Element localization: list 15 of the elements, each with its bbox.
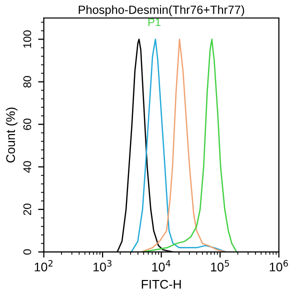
x-tick-label: 10$^{3}$ — [94, 260, 112, 272]
x-tick-label: 10$^{2}$ — [34, 260, 53, 272]
x-axis-title: FITC-H — [142, 280, 181, 289]
y-tick-label: 20 — [23, 204, 32, 216]
y-axis-title: Count (%) — [6, 108, 18, 162]
annotation: P1 — [148, 18, 161, 26]
x-tick-label: 10$^{6}$ — [270, 260, 288, 272]
chart-title: Phospho-Desmin(Thr76+Thr77) — [78, 5, 244, 16]
y-tick-label: 40 — [23, 161, 32, 173]
y-tick-label: 0 — [23, 249, 32, 255]
x-tick-label: 10$^{4}$ — [152, 260, 170, 272]
y-tick-label: 100 — [23, 30, 32, 48]
x-tick-label: 10$^{5}$ — [211, 260, 229, 272]
y-tick-label: 60 — [23, 118, 32, 130]
y-tick-label: 80 — [23, 76, 32, 88]
